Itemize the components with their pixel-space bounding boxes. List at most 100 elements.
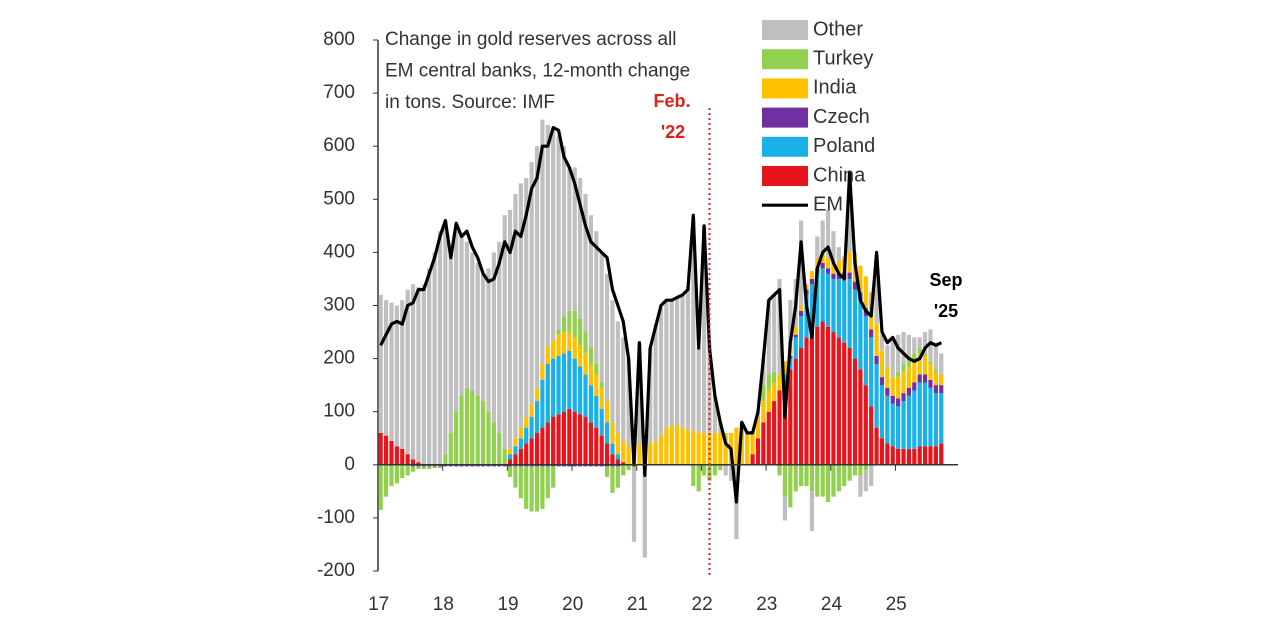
bar-segment [497,241,502,433]
bar-segment [626,358,631,447]
bar-segment [701,225,707,433]
bar-segment [545,363,550,423]
bar-segment [939,385,944,394]
bar-segment [545,345,550,364]
bar-segment [793,337,798,359]
bar-segment [427,268,432,465]
bar-segment [551,464,556,467]
bar-segment [507,466,513,478]
bar-segment [518,438,523,449]
bar-segment [933,371,938,386]
bar-segment [637,443,642,465]
bar-segment [540,464,545,467]
bar-segment [874,324,879,356]
y-tick-label: 100 [323,401,355,422]
y-tick-label: 700 [323,82,355,103]
bar-segment [394,305,399,447]
bar-segment [874,255,879,325]
bar-segment [809,464,814,492]
bar-segment [594,427,599,465]
bar-segment [939,374,944,386]
bar-segment [842,342,847,465]
bar-segment [685,430,691,465]
bar-segment [691,464,696,487]
bar-segment [912,382,917,391]
bar-segment [761,385,766,402]
bar-segment [454,231,459,412]
bar-segment [933,369,938,372]
bar-segment [491,464,496,467]
bar-segment [869,329,874,338]
bar-segment [567,167,572,311]
bar-segment [556,334,561,356]
bar-segment [572,464,577,467]
bar-segment [890,395,895,404]
bar-segment [437,231,443,465]
bar-segment [486,411,491,465]
bar-segment [529,466,534,512]
bar-segment [588,385,594,423]
bar-segment [669,300,674,425]
bar-segment [561,411,567,465]
bar-segment [567,350,572,410]
bar-segment [561,146,567,317]
bar-segment [491,252,496,423]
bar-segment [831,464,836,497]
bar-segment [604,422,610,444]
y-tick-label: 800 [323,29,355,50]
bar-segment [728,464,734,481]
bar-segment [448,464,453,467]
bar-segment [901,401,906,449]
bar-segment [594,374,599,396]
bar-segment [470,464,475,467]
bar-segment [513,466,518,488]
bar-segment [578,345,583,367]
bar-segment [534,387,540,402]
bar-segment [939,353,944,375]
bar-segment [879,385,885,439]
bar-segment [648,347,653,444]
bar-segment [540,466,545,509]
bar-segment [416,286,421,463]
bar-segment [610,443,615,455]
bar-segment [750,454,755,465]
y-tick-label: 500 [323,188,355,209]
bar-segment [561,316,567,333]
bar-segment [712,432,717,465]
bar-segment [723,432,728,465]
bar-segment [421,466,426,470]
bar-segment [885,395,890,444]
bar-segment [615,454,620,460]
bar-segment [524,443,529,465]
bar-segment [858,475,863,497]
bar-segment [906,395,912,449]
bar-segment [831,332,836,465]
x-tick-label: 18 [433,594,454,615]
bar-segment [863,464,868,471]
bar-segment [885,443,890,465]
bar-segment [696,464,701,492]
bar-segment [815,236,820,258]
bar-segment [524,417,529,428]
bar-segment [599,387,604,410]
bar-segment [464,387,470,465]
bar-segment [529,403,534,418]
bar-segment [637,342,642,444]
bar-segment [400,300,405,449]
bar-segment [782,361,788,375]
bar-segment [459,464,464,467]
bar-segment [394,446,399,465]
bar-segment [793,326,798,335]
bar-segment [427,464,432,467]
bar-segment [922,353,928,356]
bar-segment [777,390,782,465]
bar-segment [383,435,389,465]
bar-segment [529,162,534,404]
bar-segment [815,257,820,269]
bar-segment [588,363,594,386]
bar-segment [507,454,513,460]
bar-segment [707,464,712,481]
bar-segment [804,294,809,338]
bar-segment [820,321,825,465]
